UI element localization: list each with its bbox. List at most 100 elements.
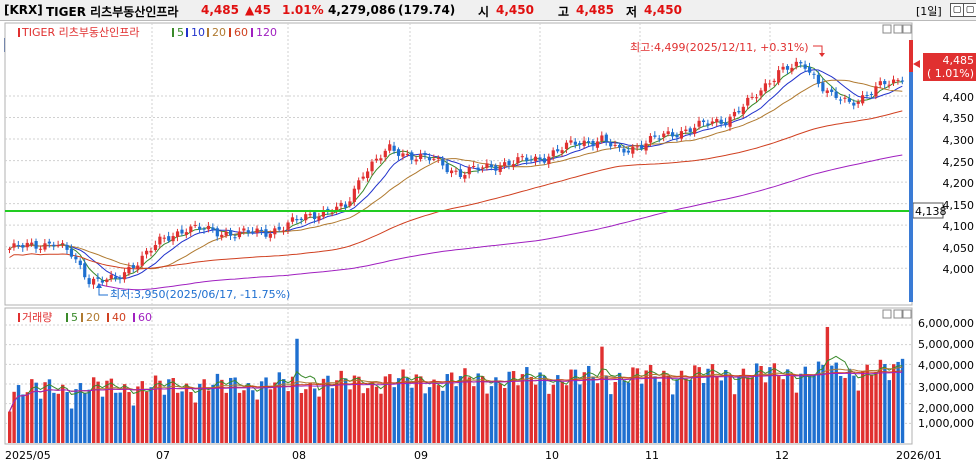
volume-bar <box>808 375 812 443</box>
high-annotation-text: 최고:4,499(2025/12/11, +0.31%) <box>630 41 809 54</box>
candle-body <box>812 73 816 75</box>
candle-body <box>153 245 158 251</box>
volume-bar <box>869 374 874 443</box>
volume-bar <box>874 372 878 443</box>
volume-bar <box>613 381 617 443</box>
x-tick: 2025/05 <box>5 449 51 462</box>
open-price: 4,450 <box>496 3 534 17</box>
volume-bar <box>21 394 25 443</box>
volume-bar <box>631 367 635 443</box>
candle-body <box>215 228 219 237</box>
volume-bar <box>551 384 556 443</box>
price-scroll-indicator[interactable] <box>909 40 913 302</box>
volume-bar <box>127 392 131 443</box>
minimize-icon[interactable]: ▢ <box>950 3 964 17</box>
candle-body <box>8 248 12 250</box>
volume-bars <box>8 326 905 443</box>
candle-body <box>578 143 582 146</box>
candle-body <box>799 62 803 64</box>
ma5-line <box>9 65 903 282</box>
candle-body <box>803 64 807 69</box>
candle-body <box>12 243 16 248</box>
candle-body <box>869 93 874 95</box>
candle-body <box>198 226 202 230</box>
candle-body <box>255 228 259 233</box>
candle-body <box>525 157 529 162</box>
volume-panel-controls[interactable] <box>882 309 912 319</box>
candle-body <box>374 158 379 161</box>
candle-body <box>47 241 51 244</box>
candle-body <box>684 129 688 132</box>
volume-bar <box>427 387 432 443</box>
candle-body <box>175 231 180 237</box>
candle-body <box>392 145 396 151</box>
candle-body <box>30 242 34 245</box>
candle-body <box>587 141 591 143</box>
volume-bar <box>609 394 613 443</box>
volume-bar <box>211 384 215 443</box>
volume-bar <box>622 380 626 443</box>
volume-bar <box>114 392 118 443</box>
volume-bar <box>480 376 485 443</box>
candle-body <box>184 232 188 235</box>
candle-body <box>87 278 91 285</box>
candle-body <box>834 91 838 98</box>
volume-bar <box>321 378 326 443</box>
volume-bar <box>198 383 202 443</box>
candle-body <box>206 225 211 230</box>
candle-body <box>171 236 175 242</box>
volume-bar <box>657 381 662 443</box>
candle-body <box>657 138 661 140</box>
legend-volume-name: 거래량 <box>22 311 52 324</box>
candle-body <box>825 90 829 93</box>
period-selector[interactable]: [1일] <box>916 5 942 18</box>
candle-body <box>648 136 653 143</box>
volume-bar <box>454 386 458 443</box>
candle-body <box>396 149 401 156</box>
volume-bar <box>175 392 180 443</box>
price-legend: TIGER 리츠부동산인프라 5 10 20 60 120 <box>18 26 277 39</box>
x-tick: 10 <box>545 449 559 462</box>
vol-ma60-line <box>9 371 903 412</box>
low-arrow-icon <box>96 283 102 288</box>
volume-bar <box>348 389 352 443</box>
price-tick: 4,050 <box>943 242 975 255</box>
volume-bar <box>852 375 856 443</box>
volume-bar <box>812 374 816 443</box>
legend-ma5: 5 <box>177 26 184 39</box>
volume-bar <box>785 369 790 443</box>
candle-body <box>900 80 905 82</box>
candle-body <box>838 99 843 101</box>
candle-body <box>582 140 586 146</box>
volume-bar <box>821 364 825 443</box>
candle-body <box>427 156 432 161</box>
volume-bar <box>202 379 206 443</box>
volume-bar <box>861 371 865 443</box>
volume-tick: 1,000,000 <box>918 417 974 430</box>
candle-body <box>100 280 105 283</box>
volume-bar <box>91 377 96 443</box>
volume-bar <box>693 365 697 443</box>
candle-body <box>224 231 228 236</box>
maximize-icon[interactable]: ▢ <box>963 3 976 17</box>
volume-bar <box>719 380 724 443</box>
volume-bar <box>282 379 286 443</box>
candle-body <box>326 208 330 211</box>
candle-body <box>401 153 405 157</box>
candle-body <box>233 237 237 239</box>
volume-bar <box>264 377 268 443</box>
volume-bar <box>507 371 511 443</box>
volume-bar <box>498 383 503 443</box>
volume-bar <box>233 377 237 443</box>
low-label: 저 <box>626 5 638 19</box>
price-panel-controls[interactable] <box>882 24 912 34</box>
price-grid <box>5 23 912 305</box>
volume-bar <box>162 394 167 443</box>
candle-body <box>463 174 467 179</box>
legend-ma60: 60 <box>234 26 248 39</box>
volume-bar <box>600 346 604 443</box>
volume-bar <box>688 379 693 443</box>
candle-body <box>640 144 644 149</box>
volume-bar <box>370 381 374 443</box>
volume-bar <box>61 384 65 443</box>
